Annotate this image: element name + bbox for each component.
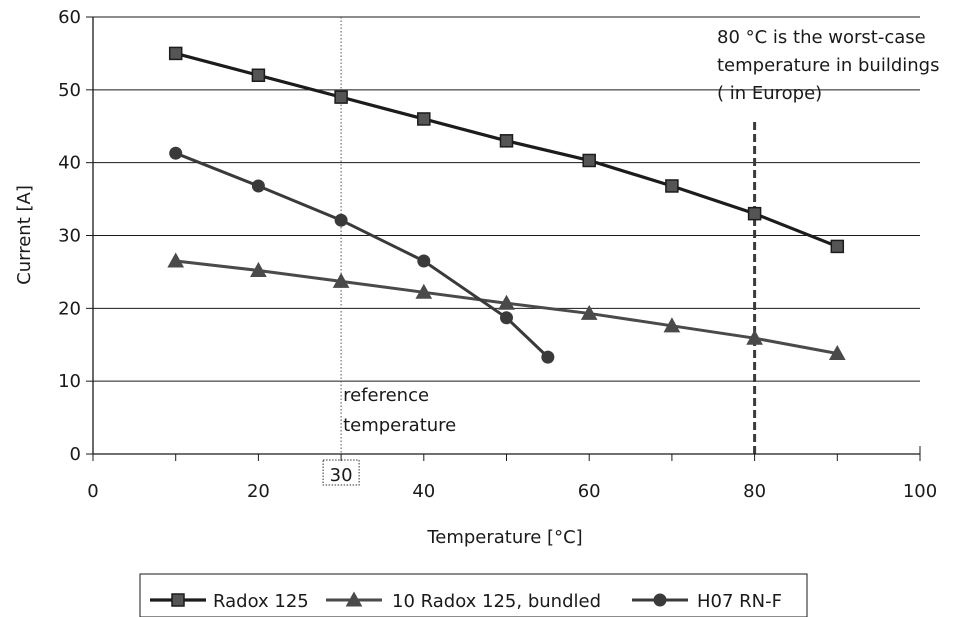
series-1-point-3 [334,90,348,104]
reference-note-line-2: temperature [343,415,456,436]
legend-marker-2 [345,591,363,607]
legend-marker-3 [653,593,667,607]
series-2-point-4 [415,283,433,299]
y-tick-label-30: 30 [58,226,81,247]
series-3-point-1 [169,146,183,160]
series-2-point-2 [250,261,267,277]
data-series [167,46,846,364]
series-3-point-4 [417,254,431,268]
y-axis-title: Current [A] [14,185,35,285]
legend-label-3: H07 RN-F [697,591,782,612]
series-3-line [175,151,549,359]
series-3-point-2 [251,179,265,193]
reference-lines: 30 [322,17,757,486]
series-3 [169,146,555,364]
series-2-point-7 [663,317,681,333]
reference-note-line-1: reference [343,385,429,406]
worst-case-note-line-1: 80 °C is the worst-case [717,27,926,48]
x-axis-title: Temperature [°C] [426,527,582,548]
series-1-point-7 [665,179,679,193]
series-1-point-9 [830,239,845,254]
series-2-point-3 [332,272,350,288]
y-tick-label-50: 50 [58,80,81,101]
series-1-point-6 [582,153,596,168]
x-tick-label-0: 0 [87,481,98,502]
legend-label-1: Radox 125 [213,591,309,612]
series-2-point-1 [167,252,185,268]
reference-tick-highlight-label: 30 [330,465,353,486]
x-tick-label-40: 40 [412,481,435,502]
series-1-point-8 [747,206,762,221]
series-1-point-2 [251,68,266,83]
series-2-point-8 [746,329,763,345]
worst-case-note-line-2: temperature in buildings [717,55,939,76]
series-1 [168,46,845,254]
series-2-point-9 [828,344,846,360]
series-2-point-6 [580,304,598,320]
y-tick-label-20: 20 [58,298,81,319]
series-1-point-5 [499,134,514,148]
series-2 [167,252,846,360]
series-3-point-5 [500,311,513,325]
series-1-point-4 [417,112,431,126]
axes [86,16,921,461]
legend: Radox 125 10 Radox 125, bundled H07 RN-F [139,573,808,617]
legend-box [139,573,808,617]
gridlines [93,16,920,382]
series-2-point-5 [498,294,515,310]
series-3-point-6 [541,350,555,364]
y-tick-label-0: 0 [70,444,81,465]
series-1-point-1 [168,46,183,61]
legend-label-2: 10 Radox 125, bundled [392,591,601,612]
series-3-point-3 [334,213,348,227]
x-tick-label-80: 80 [743,481,766,502]
x-tick-label-100: 100 [903,481,937,502]
y-tick-label-60: 60 [58,7,81,28]
y-tick-label-40: 40 [58,153,81,174]
worst-case-note-line-3: ( in Europe) [717,83,822,104]
legend-marker-1 [171,593,185,607]
x-tick-label-60: 60 [578,481,601,502]
tick-labels: 0 10 20 30 40 50 60 0 20 40 60 80 100 [58,7,937,502]
x-tick-label-20: 20 [247,481,270,502]
annotations: reference temperature 80 °C is the worst-c… [343,27,939,436]
y-tick-label-10: 10 [58,371,81,392]
